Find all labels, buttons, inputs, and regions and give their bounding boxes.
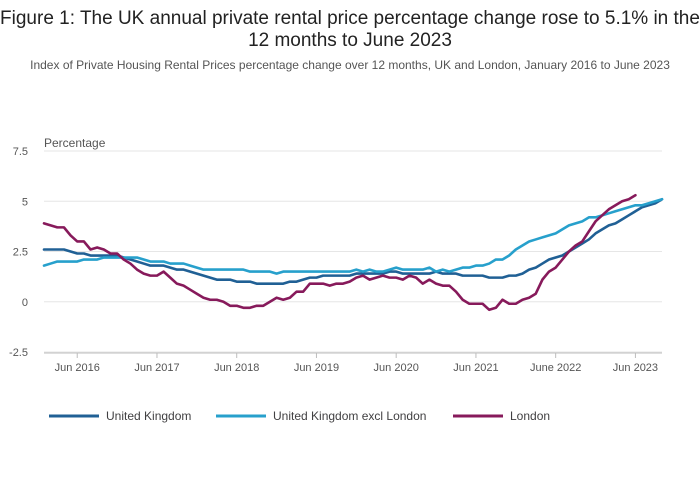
legend-label: London xyxy=(510,409,550,423)
x-tick-label: Jun 2021 xyxy=(453,362,498,374)
legend-item-london[interactable]: London xyxy=(453,409,550,423)
x-tick-label: Jun 2020 xyxy=(374,362,419,374)
legend-item-uk[interactable]: United Kingdom xyxy=(49,409,191,423)
y-tick-label: 7.5 xyxy=(13,146,28,158)
y-tick-label: -2.5 xyxy=(9,347,28,359)
x-tick-label: Jun 2018 xyxy=(214,362,259,374)
legend[interactable]: United Kingdom United Kingdom excl London… xyxy=(49,409,550,423)
x-axis: Jun 2016 Jun 2017 Jun 2018 Jun 2019 Jun 2020… xyxy=(44,352,662,374)
y-tick-label: 2.5 xyxy=(13,247,28,259)
gridlines xyxy=(44,150,662,353)
series-lines xyxy=(42,193,664,312)
x-tick-label: Jun 2019 xyxy=(294,362,339,374)
y-tick-label: 0 xyxy=(22,297,28,309)
legend-item-uk-excl-london[interactable]: United Kingdom excl London xyxy=(216,409,426,423)
chart-title: Figure 1: The UK annual private rental p… xyxy=(0,8,700,51)
x-tick-label: Jun 2016 xyxy=(55,362,100,374)
x-tick-label: June 2022 xyxy=(530,362,581,374)
series-line-uk[interactable] xyxy=(42,197,664,285)
chart-subtitle: Index of Private Housing Rental Prices p… xyxy=(30,58,670,72)
legend-label: United Kingdom xyxy=(106,409,191,423)
series-line-london[interactable] xyxy=(42,193,637,312)
legend-label: United Kingdom excl London xyxy=(273,409,426,423)
x-tick-label: Jun 2017 xyxy=(134,362,179,374)
y-tick-label: 5 xyxy=(22,196,28,208)
series-line-uk-excl-london[interactable] xyxy=(42,197,664,275)
y-axis: -2.5 0 2.5 5 7.5 xyxy=(9,146,28,359)
y-axis-label: Percentage xyxy=(44,136,106,150)
x-tick-label: Jun 2023 xyxy=(613,362,658,374)
